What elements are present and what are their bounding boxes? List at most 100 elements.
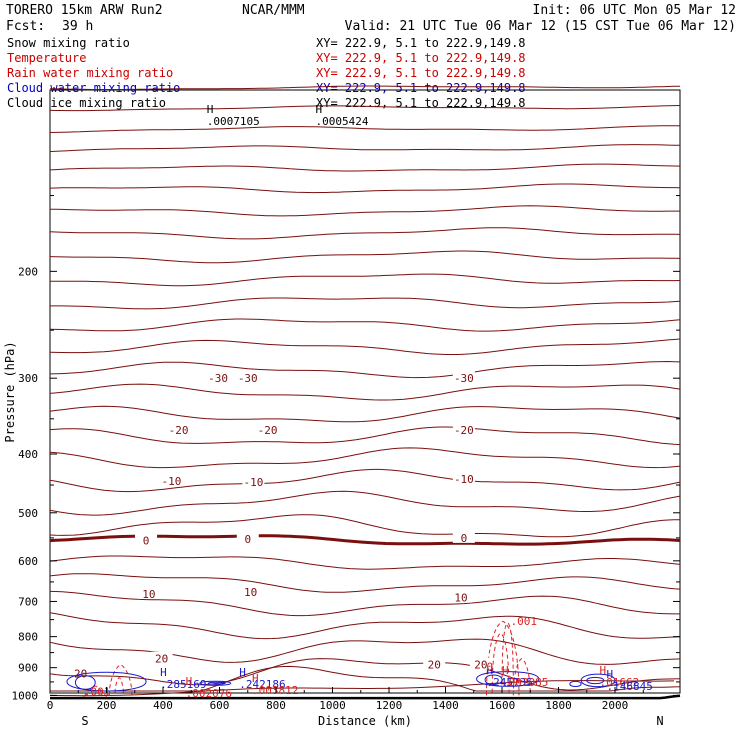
y-tick-label: 400	[18, 448, 38, 461]
max-marker: H	[599, 664, 606, 677]
y-tick-label: 500	[18, 507, 38, 520]
label-mask	[236, 371, 259, 384]
cloud-water-contour	[569, 680, 582, 688]
header: TORERO 15km ARW Run2 NCAR/MMM Init: 06 U…	[6, 3, 736, 34]
fcst-label: Fcst:	[6, 19, 45, 34]
isotherm-label: -10	[162, 475, 182, 488]
org-label: NCAR/MMM	[242, 3, 305, 18]
y-axis-title: Pressure (hPa)	[3, 341, 17, 442]
isotherm-label: 10	[142, 588, 155, 601]
isotherm-label: 10	[454, 592, 467, 605]
legend-field-name: Cloud ice mixing ratio	[7, 96, 166, 110]
label-mask	[452, 472, 475, 485]
isotherm-line	[49, 125, 680, 133]
legend-field-xy: XY= 222.9, 5.1 to 222.9,149.8	[316, 81, 526, 95]
max-marker: H	[607, 668, 614, 681]
y-tick-label: 700	[18, 595, 38, 608]
legend-field-name: Temperature	[7, 51, 86, 65]
rain-contour	[501, 622, 514, 685]
isotherm-line	[49, 250, 681, 264]
isotherm-line	[49, 590, 680, 617]
x-tick-label: 600	[210, 699, 230, 712]
max-marker: H	[160, 666, 167, 679]
rain-contour	[83, 685, 108, 698]
field-legend: Snow mixing ratio XY= 222.9, 5.1 to 222.9…	[7, 36, 526, 110]
max-marker: H	[186, 675, 193, 688]
isotherm-line	[50, 273, 681, 287]
model-run: TORERO 15km ARW Run2	[6, 3, 163, 18]
x-tick-label: 1400	[432, 699, 459, 712]
label-mask	[452, 371, 475, 384]
label-mask	[423, 657, 446, 670]
max-value-label: .002085	[502, 676, 548, 689]
cloud-water-contour	[207, 681, 226, 685]
label-mask	[452, 530, 475, 543]
direction-north: N	[656, 714, 663, 728]
contour-labels: -30 -30 -30 -20 -20 -20 -10 -10 -10 0 0 0 10 10 10 20 20…	[74, 103, 653, 700]
max-value-label: .0007105	[207, 115, 260, 128]
rain-contour	[108, 664, 133, 696]
init-time: Init: 06 UTC Mon 05 Mar 12	[533, 3, 737, 18]
isotherm-line	[49, 468, 681, 493]
label-mask	[167, 422, 190, 435]
isotherm-line	[49, 405, 681, 423]
legend-field-xy: XY= 222.9, 5.1 to 222.9,149.8	[316, 51, 526, 65]
cloud-water-contours	[66, 671, 616, 692]
label-mask	[236, 531, 259, 544]
isotherm-line	[49, 612, 681, 640]
y-tick-label: 600	[18, 555, 38, 568]
isotherm-line	[49, 383, 681, 401]
x-tick-label: 200	[97, 699, 117, 712]
isotherm-label: 20	[155, 653, 168, 666]
isotherm-line	[49, 555, 681, 570]
isotherm-label: -30	[238, 372, 258, 385]
isotherm-label: -20	[454, 424, 474, 437]
cloud-water-contour	[484, 674, 503, 685]
x-axis-title: Distance (km)	[318, 714, 412, 728]
max-value-label: .01662	[599, 676, 639, 689]
isotherm-line	[49, 658, 681, 691]
cloud-water-contour	[74, 675, 96, 690]
isotherm-line	[50, 297, 681, 310]
isotherm-label: -20	[258, 424, 278, 437]
isotherm-line	[49, 227, 681, 240]
label-mask	[207, 371, 230, 384]
max-value-label: .245735	[486, 676, 532, 689]
y-tick-label: 300	[18, 372, 38, 385]
isotherm-line	[49, 447, 681, 469]
max-value-label: .003812	[252, 684, 298, 697]
legend-field-xy: XY= 222.9, 5.1 to 222.9,149.8	[316, 36, 526, 50]
label-mask	[239, 584, 262, 597]
label-mask	[469, 657, 492, 670]
cloud-water-contour	[476, 671, 540, 687]
isotherm-label: 0	[244, 533, 251, 546]
isotherm-line	[49, 85, 681, 90]
label-mask	[150, 651, 173, 664]
isotherm-label: 10	[244, 586, 257, 599]
isotherm-line	[49, 573, 681, 593]
max-marker: H	[486, 664, 493, 677]
isotherm-label: -10	[243, 476, 263, 489]
x-tick-label: 400	[153, 699, 173, 712]
contour-value-label: .001	[510, 615, 537, 628]
max-value-label: .0005424	[316, 115, 369, 128]
y-tick-label: 800	[18, 631, 38, 644]
rain-contour	[485, 620, 520, 696]
ground-line	[50, 694, 681, 700]
rain-contour	[114, 677, 124, 693]
isotherm-label: 0	[461, 532, 468, 545]
isotherm-line	[49, 638, 681, 665]
x-tick-label: 1200	[376, 699, 403, 712]
terrain-line	[50, 694, 681, 700]
label-mask	[160, 473, 183, 486]
rain-contour	[512, 658, 531, 696]
x-tick-label: 2000	[602, 699, 629, 712]
cloud-water-contour	[580, 673, 616, 688]
max-value-label: .146845	[607, 680, 653, 693]
isotherm-line	[49, 514, 680, 538]
max-marker: H	[252, 672, 259, 685]
isotherm-label: 20	[428, 659, 441, 672]
max-value-label: .285169	[160, 678, 206, 691]
legend-field-xy: XY= 222.9, 5.1 to 222.9,149.8	[316, 66, 526, 80]
isotherm-line	[49, 205, 680, 217]
